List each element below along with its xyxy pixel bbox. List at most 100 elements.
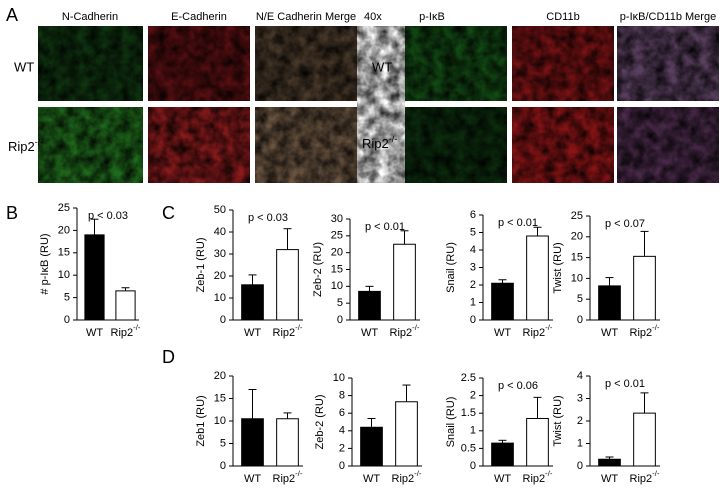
- y-tick-label: 3: [577, 392, 583, 404]
- y-tick-label: 20: [58, 224, 70, 236]
- x-tick-label: Rip2-/-: [392, 469, 422, 485]
- y-tick-label: 1: [470, 296, 476, 308]
- x-tick-label: Rip2-/-: [111, 323, 141, 339]
- y-tick-label: 20: [571, 231, 583, 243]
- bar: [276, 418, 299, 467]
- y-tick-label: 4: [339, 425, 345, 437]
- column-title: N-Cadherin: [62, 11, 118, 23]
- y-axis-label: Snail (RU): [445, 397, 457, 448]
- y-tick-label: 2: [470, 390, 476, 402]
- annotation: p < 0.01: [498, 217, 538, 229]
- bar: [360, 426, 383, 467]
- x-tick-label: Rip2-/-: [273, 323, 303, 339]
- y-tick-label: 4: [577, 370, 583, 382]
- x-tick-label: WT: [601, 327, 618, 339]
- bar: [598, 458, 621, 467]
- y-tick-label: 2: [339, 442, 345, 454]
- bar: [598, 285, 621, 321]
- bar: [241, 418, 264, 467]
- y-tick-label: 2.5: [461, 372, 476, 384]
- y-tick-label: 50: [214, 204, 226, 216]
- bar: [241, 284, 264, 321]
- annotation: p < 0.03: [88, 210, 128, 222]
- y-tick-label: 30: [331, 213, 343, 225]
- y-tick-label: 5: [577, 293, 583, 305]
- magnification: 40x: [364, 11, 382, 23]
- bar: [115, 290, 136, 321]
- x-tick-label: Rip2-/-: [630, 469, 660, 485]
- annotation: p < 0.07: [605, 218, 645, 230]
- y-axis-label: Zeb-2 (RU): [312, 242, 324, 297]
- y-axis-label: # p-IκB (RU): [39, 233, 51, 294]
- column-title: CD11b: [546, 11, 579, 23]
- annotation: p < 0.01: [365, 221, 405, 233]
- row-label: WT: [14, 59, 34, 74]
- y-tick-label: 2: [577, 415, 583, 427]
- column-title: p-IκB/CD11b Merge: [620, 11, 716, 23]
- y-tick-label: 15: [58, 247, 70, 259]
- row-label: Rip2-/-: [362, 134, 397, 151]
- y-tick-label: 30: [214, 248, 226, 260]
- x-tick-label: WT: [86, 327, 103, 339]
- x-tick-label: WT: [601, 473, 618, 485]
- y-tick-label: 15: [331, 263, 343, 275]
- y-tick-label: 6: [339, 407, 345, 419]
- column-title: p-IκB: [419, 11, 445, 23]
- column-title: N/E Cadherin Merge: [256, 11, 356, 23]
- micrographs: [38, 26, 719, 183]
- y-tick-label: 5: [220, 437, 226, 449]
- panel-label: D: [162, 347, 175, 367]
- y-tick-label: 0: [470, 314, 476, 326]
- panel-label: B: [6, 203, 18, 223]
- y-tick-label: 20: [214, 370, 226, 382]
- y-tick-label: 5: [470, 226, 476, 238]
- x-tick-label: Rip2-/-: [273, 469, 303, 485]
- bar: [526, 235, 549, 321]
- annotation: p < 0.06: [498, 380, 538, 392]
- x-tick-label: WT: [494, 473, 511, 485]
- y-tick-label: 20: [331, 247, 343, 259]
- y-tick-label: 0: [339, 460, 345, 472]
- x-tick-label: WT: [244, 473, 261, 485]
- y-tick-label: 40: [214, 226, 226, 238]
- column-title: E-Cadherin: [171, 11, 227, 23]
- y-axis-label: Zeb-1 (RU): [195, 237, 207, 292]
- y-tick-label: 10: [331, 280, 343, 292]
- y-tick-label: 0: [220, 460, 226, 472]
- annotation: p < 0.01: [605, 378, 645, 390]
- bar: [395, 401, 418, 467]
- y-tick-label: 4: [470, 244, 476, 256]
- x-tick-label: WT: [244, 327, 261, 339]
- x-tick-label: WT: [361, 327, 378, 339]
- y-tick-label: 25: [571, 210, 583, 222]
- bar: [491, 442, 514, 467]
- x-tick-label: WT: [363, 473, 380, 485]
- x-tick-label: Rip2-/-: [523, 469, 553, 485]
- y-tick-label: 8: [339, 390, 345, 402]
- y-axis-label: Twist (RU): [552, 242, 564, 293]
- x-tick-label: Rip2-/-: [523, 323, 553, 339]
- y-tick-label: 6: [470, 209, 476, 221]
- y-axis-label: Zeb-2 (RU): [314, 394, 326, 449]
- annotation: p < 0.03: [248, 212, 288, 224]
- row-label: Rip2-/-: [8, 137, 43, 154]
- bar: [633, 412, 656, 467]
- y-tick-label: 10: [214, 292, 226, 304]
- row-label: WT: [372, 59, 392, 74]
- bar: [276, 249, 299, 321]
- x-tick-label: Rip2-/-: [390, 323, 420, 339]
- y-tick-label: 0: [220, 314, 226, 326]
- y-tick-label: 10: [571, 272, 583, 284]
- y-tick-label: 1: [470, 425, 476, 437]
- panel-label: A: [6, 5, 18, 25]
- y-axis-label: Snail (RU): [445, 242, 457, 293]
- x-tick-label: WT: [494, 327, 511, 339]
- bar: [393, 243, 416, 321]
- bar: [358, 290, 381, 321]
- y-tick-label: 0: [577, 314, 583, 326]
- y-tick-label: 5: [337, 297, 343, 309]
- y-axis-label: Zeb1 (RU): [195, 395, 207, 446]
- y-tick-label: 25: [331, 230, 343, 242]
- y-tick-label: 5: [64, 292, 70, 304]
